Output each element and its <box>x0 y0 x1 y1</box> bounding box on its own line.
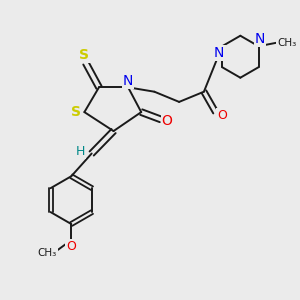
Text: O: O <box>217 109 227 122</box>
Text: S: S <box>71 105 81 119</box>
Text: S: S <box>80 48 89 62</box>
Text: N: N <box>214 46 224 60</box>
Text: N: N <box>123 74 133 88</box>
Text: N: N <box>255 32 265 46</box>
Text: H: H <box>75 145 85 158</box>
Text: O: O <box>162 114 172 128</box>
Text: CH₃: CH₃ <box>277 38 296 48</box>
Text: CH₃: CH₃ <box>38 248 57 258</box>
Text: O: O <box>66 240 76 253</box>
